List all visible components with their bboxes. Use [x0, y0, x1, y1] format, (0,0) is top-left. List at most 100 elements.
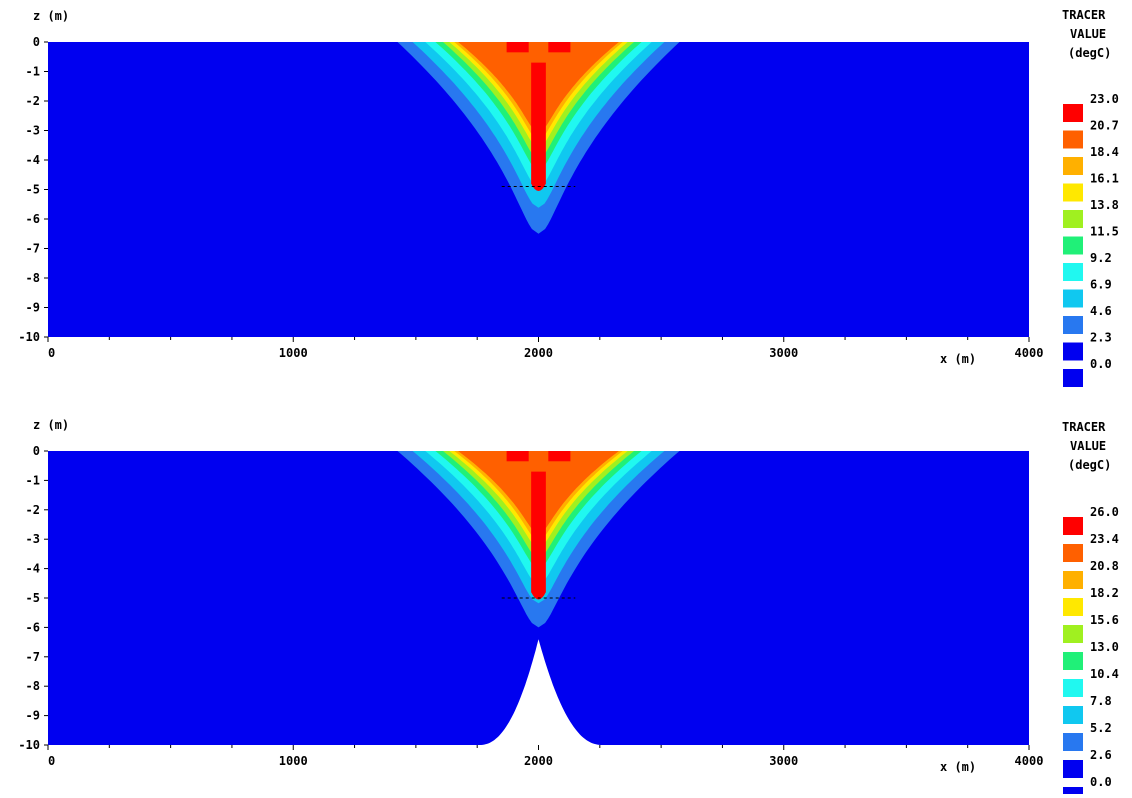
y-tick-label: -1 [26, 473, 40, 487]
x-tick-label: 4000 [1015, 346, 1044, 360]
legend-swatch [1063, 733, 1083, 751]
y-tick-label: -9 [26, 709, 40, 723]
legend-swatch [1063, 760, 1083, 778]
y-tick-label: -10 [18, 738, 40, 752]
legend-swatch [1063, 679, 1083, 697]
legend-swatch [1063, 183, 1083, 202]
legend-level-label: 4.6 [1090, 304, 1112, 318]
surface-patch-1 [506, 451, 529, 462]
legend-swatch [1063, 263, 1083, 281]
legend-title-line: TRACER [1062, 420, 1106, 434]
legend-swatch [1063, 289, 1083, 308]
y-tick-label: -1 [26, 65, 40, 79]
y-tick-label: -2 [26, 94, 40, 108]
legend-title-line: TRACER [1062, 8, 1106, 22]
legend-swatch [1063, 316, 1083, 334]
x-tick-label: 4000 [1015, 754, 1044, 768]
surface-patch-2 [548, 42, 571, 53]
legend-swatch [1063, 625, 1083, 643]
legend-swatch [1063, 236, 1083, 255]
legend: TRACER VALUE (degC) 26.0 23.4 20.8 18.2 15.6 13.… [1062, 420, 1119, 798]
legend-title-line: (degC) [1068, 46, 1111, 60]
legend-level-label: 13.0 [1090, 640, 1119, 654]
legend-swatch [1063, 130, 1083, 149]
legend-swatch [1063, 104, 1083, 122]
legend-level-label: 18.4 [1090, 145, 1119, 159]
y-tick-label: -6 [26, 620, 40, 634]
seamount-obstacle [479, 639, 603, 745]
y-tick-label: -5 [26, 183, 40, 197]
legend-swatch [1063, 598, 1083, 616]
legend-swatch [1063, 210, 1083, 228]
legend-level-label: 23.0 [1090, 92, 1119, 106]
y-axis-label: z (m) [33, 418, 69, 432]
x-tick-label: 1000 [279, 346, 308, 360]
legend-swatch [1063, 544, 1083, 562]
legend-level-label: 0.0 [1090, 357, 1112, 371]
y-tick-label: -4 [26, 562, 40, 576]
x-tick-label: 2000 [524, 754, 553, 768]
legend-level-label: 10.4 [1090, 667, 1119, 681]
contour-core [531, 471, 546, 600]
plume [397, 42, 680, 234]
y-tick-label: -5 [26, 591, 40, 605]
legend-level-label: 0.0 [1090, 775, 1112, 789]
y-tick-label: -4 [26, 153, 40, 167]
legend-level-label: 20.7 [1090, 119, 1119, 133]
legend-level-label: 18.2 [1090, 586, 1119, 600]
panel-1: 0 -1 -2 -3 -4 -5 -6 -7 -8 -9 -10 0 1000 2000 3000 4000 z… [18, 8, 1119, 387]
legend-level-label: 15.6 [1090, 613, 1119, 627]
legend-level-label: 6.9 [1090, 278, 1112, 292]
x-tick-label: 0 [48, 346, 55, 360]
legend-title-line: VALUE [1070, 27, 1106, 41]
y-tick-label: 0 [33, 444, 40, 458]
plume [397, 451, 680, 745]
legend-level-label: 2.3 [1090, 331, 1112, 345]
x-axis-label: x (m) [940, 352, 976, 366]
legend-level-label: 16.1 [1090, 172, 1119, 186]
legend-title-line: VALUE [1070, 439, 1106, 453]
x-tick-label: 0 [48, 754, 55, 768]
legend-level-label: 2.6 [1090, 748, 1112, 762]
y-tick-label: 0 [33, 35, 40, 49]
legend-level-label: 9.2 [1090, 251, 1112, 265]
surface-patch-1 [506, 42, 529, 53]
legend: TRACER VALUE (degC) 23.0 20.7 18.4 16.1 13.8 11.… [1062, 8, 1119, 387]
x-axis-label: x (m) [940, 760, 976, 774]
legend-swatch [1063, 787, 1083, 798]
legend-swatch [1063, 571, 1083, 589]
x-tick-label: 2000 [524, 346, 553, 360]
legend-level-label: 5.2 [1090, 721, 1112, 735]
y-tick-label: -8 [26, 271, 40, 285]
y-tick-label: -9 [26, 301, 40, 315]
y-axis-label: z (m) [33, 9, 69, 23]
x-tick-label: 3000 [769, 754, 798, 768]
y-tick-label: -6 [26, 212, 40, 226]
y-tick-label: -2 [26, 503, 40, 517]
x-tick-label: 1000 [279, 754, 308, 768]
y-tick-label: -10 [18, 330, 40, 344]
legend-level-label: 13.8 [1090, 198, 1119, 212]
legend-level-label: 23.4 [1090, 532, 1119, 546]
legend-swatch [1063, 652, 1083, 670]
y-tick-label: -8 [26, 679, 40, 693]
legend-level-label: 11.5 [1090, 225, 1119, 239]
y-tick-label: -7 [26, 242, 40, 256]
y-tick-label: -3 [26, 124, 40, 138]
legend-level-label: 26.0 [1090, 505, 1119, 519]
legend-swatch [1063, 342, 1083, 361]
legend-swatch [1063, 369, 1083, 387]
surface-patch-2 [548, 451, 571, 462]
legend-swatch [1063, 517, 1083, 535]
legend-swatch [1063, 706, 1083, 724]
legend-swatch [1063, 157, 1083, 175]
contour-core [531, 62, 546, 191]
legend-level-label: 20.8 [1090, 559, 1119, 573]
legend-title-line: (degC) [1068, 458, 1111, 472]
legend-level-label: 7.8 [1090, 694, 1112, 708]
y-tick-label: -7 [26, 650, 40, 664]
panel-2: 0 -1 -2 -3 -4 -5 -6 -7 -8 -9 -10 0 1000 2000 3000 4000 z… [18, 418, 1119, 798]
y-tick-label: -3 [26, 532, 40, 546]
